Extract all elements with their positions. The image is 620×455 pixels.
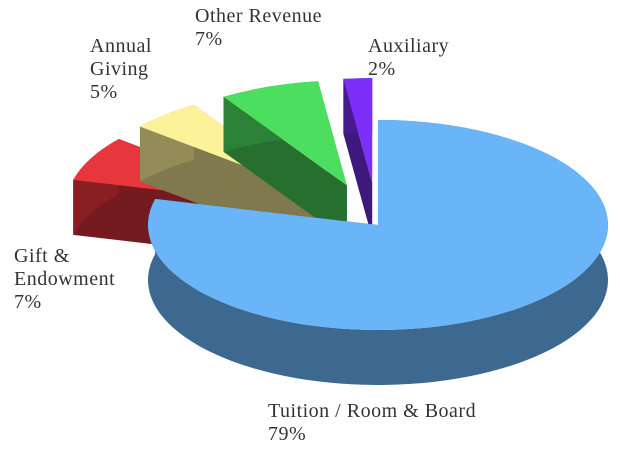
category-label: Auxiliary [368, 35, 450, 57]
value-label: 7% [14, 291, 42, 313]
slice-label: Gift & Endowment 7% [14, 245, 134, 314]
value-label: 7% [195, 28, 223, 50]
slice-label: Other Revenue 7% [195, 5, 375, 51]
slice [223, 81, 347, 186]
slice-label: Annual Giving 5% [90, 35, 170, 104]
category-label: Gift & Endowment [14, 245, 116, 290]
value-label: 5% [90, 81, 118, 103]
value-label: 2% [368, 58, 396, 80]
value-label: 79% [268, 423, 307, 445]
slice [148, 120, 609, 330]
slice [343, 78, 373, 184]
category-label: Annual Giving [90, 35, 152, 80]
category-label: Other Revenue [195, 5, 323, 27]
category-label: Tuition / Room & Board [268, 400, 477, 422]
slice-label: Auxiliary 2% [368, 35, 488, 81]
slice-label: Tuition / Room & Board 79% [268, 400, 568, 446]
